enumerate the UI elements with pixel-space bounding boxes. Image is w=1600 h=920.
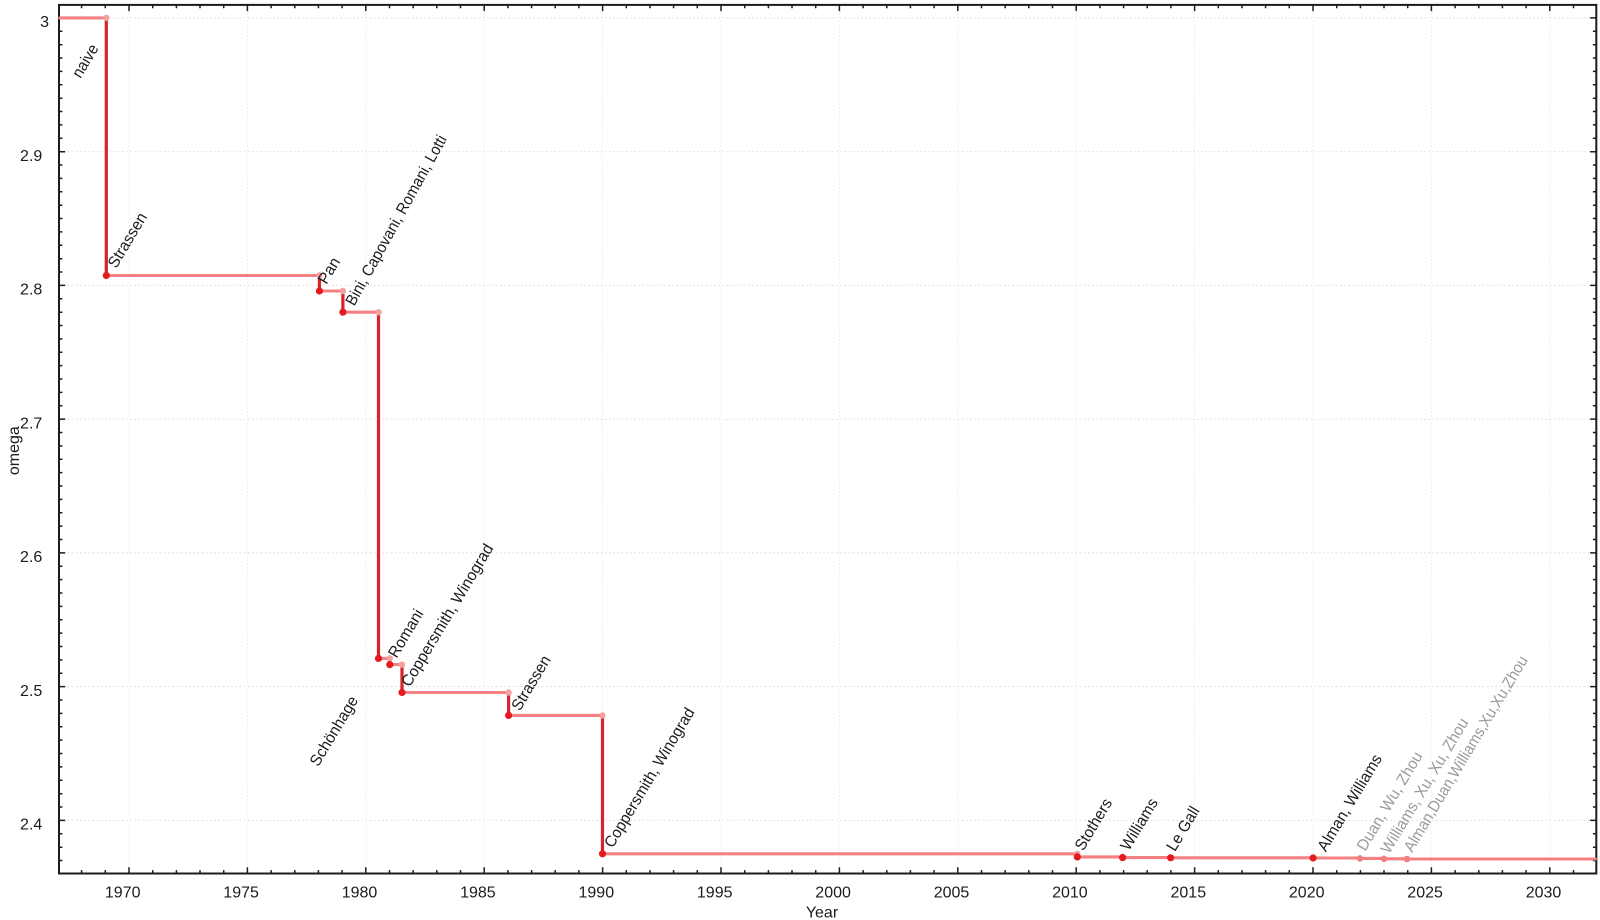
svg-text:3: 3 bbox=[40, 14, 49, 31]
svg-text:Year: Year bbox=[806, 904, 839, 920]
svg-text:2025: 2025 bbox=[1407, 885, 1443, 902]
svg-text:1995: 1995 bbox=[697, 885, 733, 902]
svg-text:1970: 1970 bbox=[105, 885, 141, 902]
svg-text:1980: 1980 bbox=[342, 885, 378, 902]
svg-text:1975: 1975 bbox=[223, 885, 259, 902]
svg-text:2.4: 2.4 bbox=[20, 817, 42, 834]
svg-text:2030: 2030 bbox=[1526, 885, 1562, 902]
svg-text:1985: 1985 bbox=[460, 885, 496, 902]
svg-text:2015: 2015 bbox=[1171, 885, 1207, 902]
svg-text:2.7: 2.7 bbox=[20, 415, 42, 432]
svg-text:2005: 2005 bbox=[934, 885, 970, 902]
svg-text:2020: 2020 bbox=[1289, 885, 1325, 902]
svg-text:2.5: 2.5 bbox=[20, 683, 42, 700]
svg-text:2.9: 2.9 bbox=[20, 148, 42, 165]
svg-text:1990: 1990 bbox=[579, 885, 615, 902]
svg-text:omega: omega bbox=[6, 426, 23, 475]
svg-text:2.6: 2.6 bbox=[20, 549, 42, 566]
svg-text:2000: 2000 bbox=[815, 885, 851, 902]
svg-text:2010: 2010 bbox=[1052, 885, 1088, 902]
svg-text:2.8: 2.8 bbox=[20, 282, 42, 299]
